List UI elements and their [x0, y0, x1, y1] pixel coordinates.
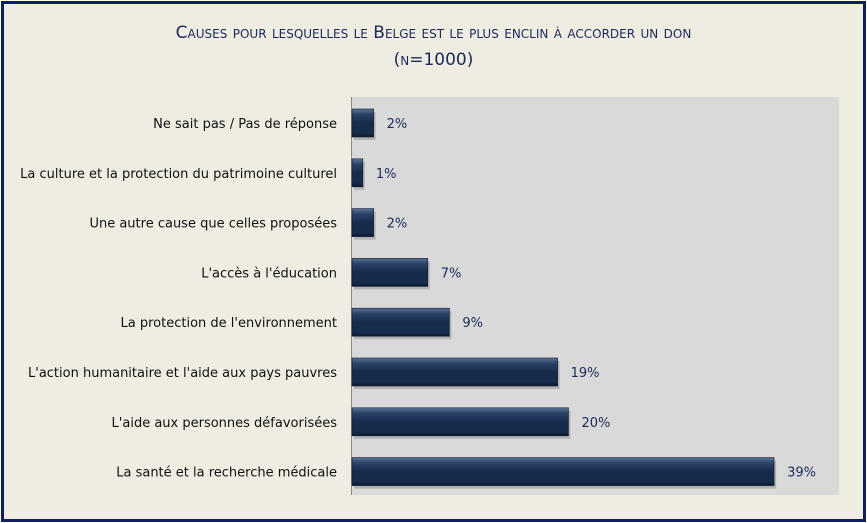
chart-title: Causes pour lesquelles le Belge est le p… [175, 23, 692, 43]
bar [351, 108, 374, 138]
category-label: L'accès à l'éducation [201, 266, 337, 281]
category-label: La culture et la protection du patrimoin… [20, 167, 337, 182]
category-label: L'aide aux personnes défavorisées [112, 416, 338, 431]
bar [351, 457, 775, 486]
bar [351, 208, 374, 237]
category-label: L'action humanitaire et l'aide aux pays … [28, 366, 337, 381]
category-label: Une autre cause que celles proposées [89, 217, 337, 232]
value-label: 7% [441, 266, 462, 281]
bar [351, 307, 450, 337]
value-label: 2% [387, 117, 408, 132]
value-label: 2% [387, 217, 408, 232]
chart-subtitle: (n=1000) [393, 50, 474, 70]
chart-title-block: Causes pour lesquelles le Belge est le p… [0, 20, 867, 74]
category-label: La santé et la recherche médicale [116, 466, 337, 481]
category-label: Ne sait pas / Pas de réponse [153, 117, 337, 132]
category-label: La protection de l'environnement [121, 316, 337, 331]
value-label: 20% [581, 416, 610, 431]
bar [351, 258, 429, 287]
bar [351, 357, 558, 387]
value-label: 1% [376, 167, 397, 182]
bar [351, 407, 569, 437]
value-label: 19% [571, 366, 600, 381]
bar [351, 158, 364, 188]
value-label: 39% [787, 466, 816, 481]
value-label: 9% [462, 316, 483, 331]
